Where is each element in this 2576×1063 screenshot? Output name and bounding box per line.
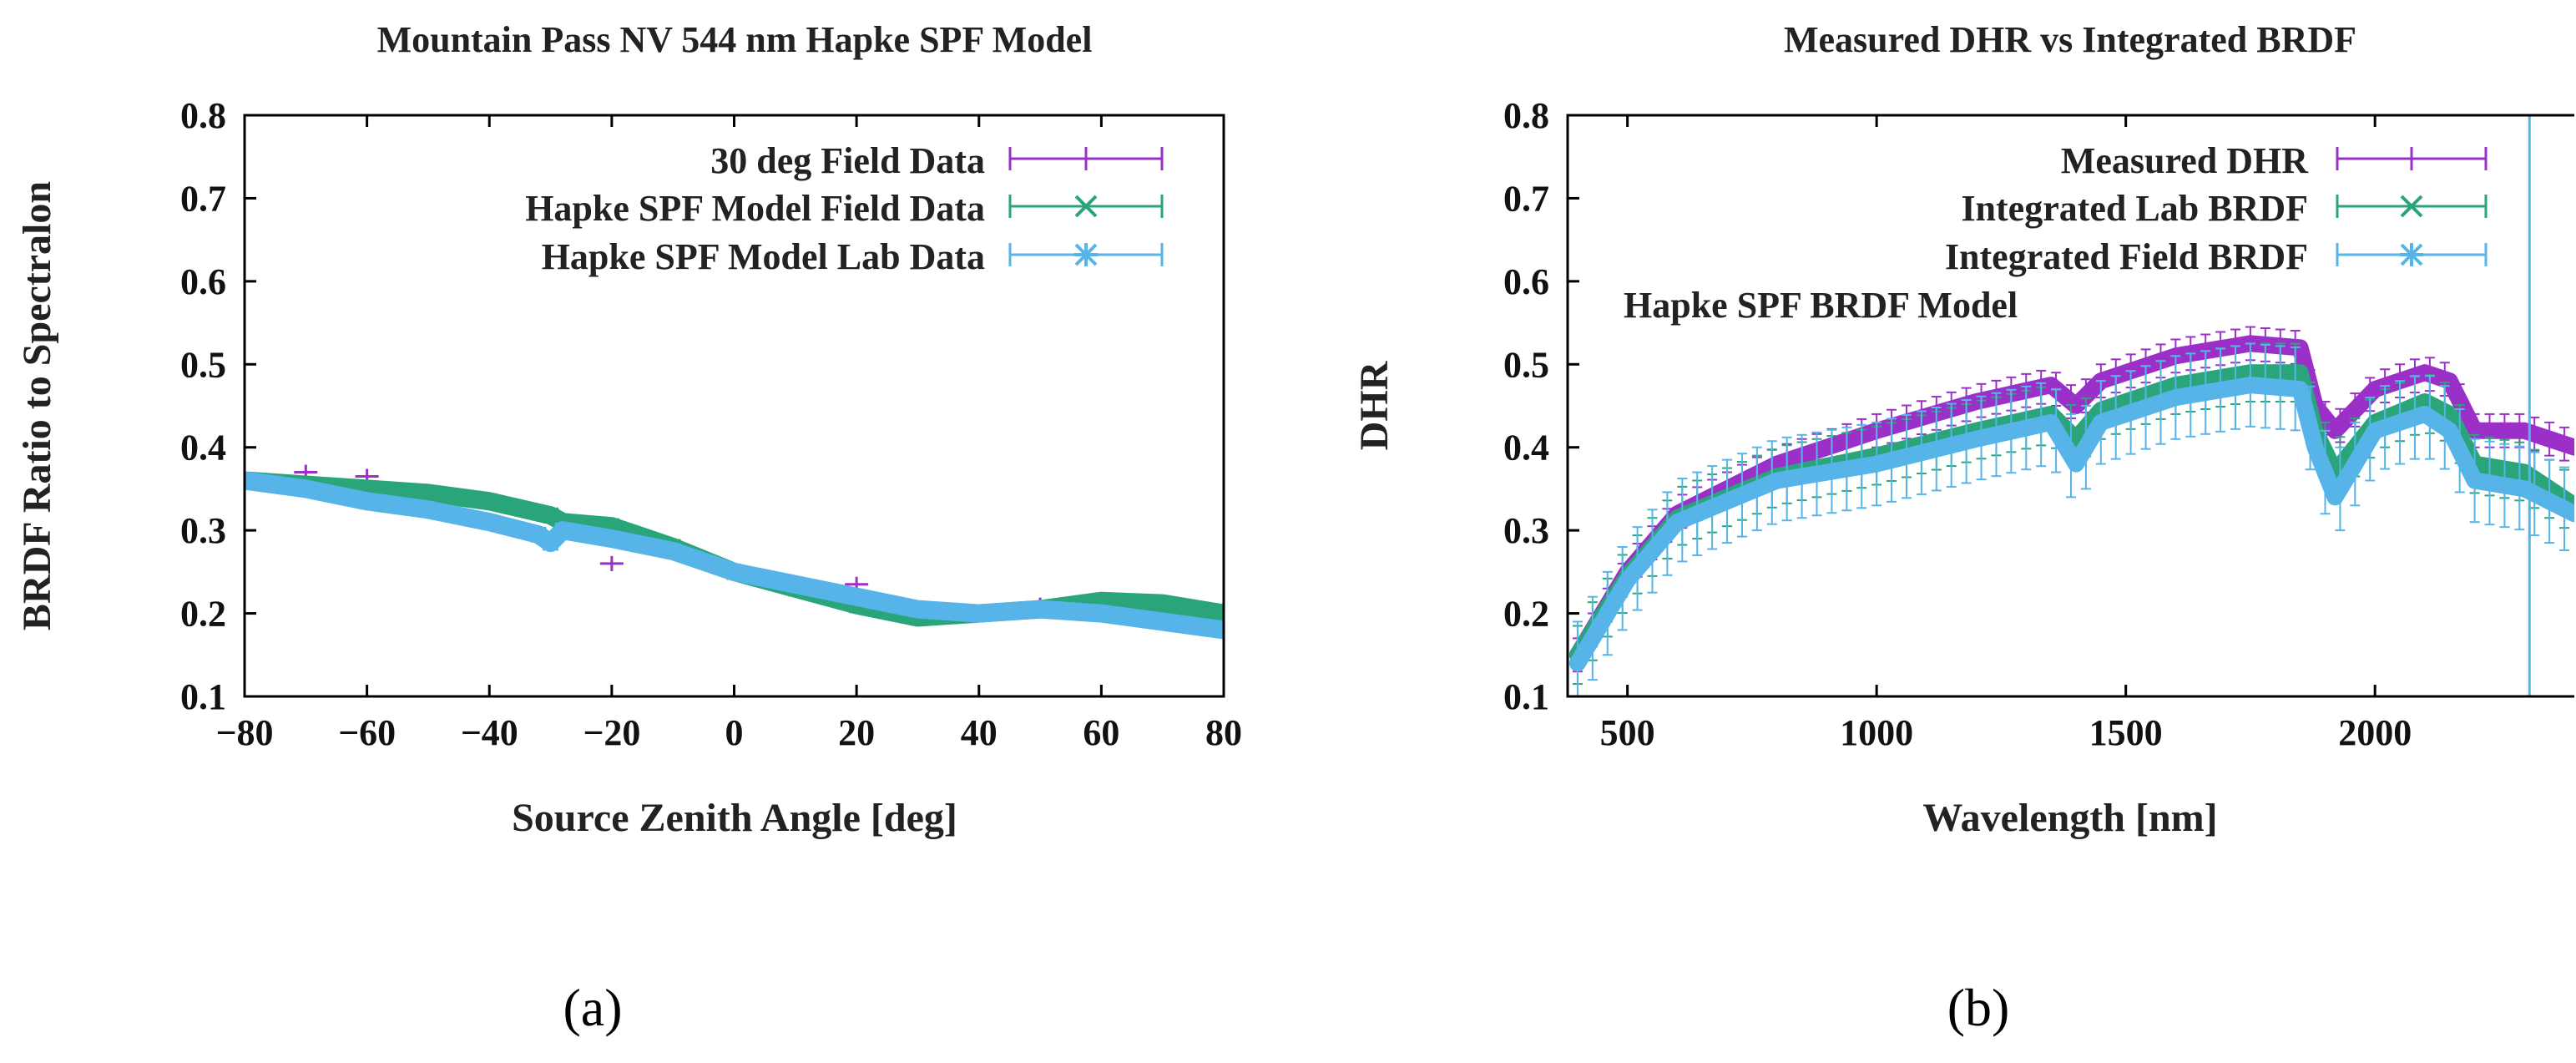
panel-a-chart: Mountain Pass NV 544 nm Hapke SPF Model … [15, 19, 1242, 1037]
chart-a-point [1215, 621, 1224, 639]
chart-a-xtick-label: −80 [215, 712, 273, 753]
chart-a-point [245, 472, 254, 489]
chart-b-ytick-label: 0.2 [1503, 594, 1549, 635]
chart-a-series-3 [245, 471, 1224, 640]
chart-a-point [529, 526, 547, 544]
chart-a-ytick-label: 0.2 [180, 594, 226, 635]
chart-a-point [786, 575, 804, 593]
legend-b-entry-3-label: Integrated Field BRDF [1945, 236, 2308, 277]
chart-b-ylabel: DHR [1352, 360, 1397, 450]
chart-a-xtick-label: 40 [961, 712, 998, 753]
chart-a-ytick-label: 0.8 [180, 95, 226, 136]
chart-a-ytick-label: 0.1 [180, 676, 226, 717]
chart-b-ytick-label: 0.7 [1503, 178, 1549, 219]
chart-a-point [1031, 600, 1049, 618]
chart-a-ytick-label: 0.4 [180, 428, 226, 468]
chart-b-xlabel: Wavelength [nm] [1922, 796, 2217, 840]
chart-a-ylabel: BRDF Ratio to Spectralon [15, 181, 59, 630]
chart-a-xtick-label: −20 [583, 712, 640, 753]
chart-a-plot-area [245, 464, 1224, 640]
chart-b-ticks: 500 1000 1500 2000 0.1 0.2 0.3 0.4 0.5 0.6 0.7 0.8 [1503, 95, 2412, 753]
chart-a-point [909, 600, 927, 618]
chart-a-point [419, 484, 437, 502]
legend-b-entry-2-symbol [2336, 195, 2488, 218]
panel-b-chart: Measured DHR vs Integrated BRDF 500 1000 1… [1352, 19, 2574, 1037]
chart-b-annotation: Hapke SPF BRDF Model [1624, 285, 2018, 326]
chart-b-ytick-label: 0.4 [1503, 428, 1549, 468]
legend-b-entry-3-symbol [2336, 243, 2488, 266]
chart-a-point [419, 501, 437, 519]
chart-a-point [542, 507, 559, 524]
legend-a-entry-2-label: Hapke SPF Model Field Data [525, 188, 985, 229]
chart-a-point [725, 563, 743, 580]
chart-a-point [1215, 605, 1224, 622]
chart-a-point [1093, 605, 1110, 622]
chart-a-point [1154, 595, 1171, 612]
panel-a-caption: (a) [563, 978, 622, 1037]
legend-a-entry-2-symbol [1008, 195, 1164, 218]
chart-a-xlabel: Source Zenith Angle [deg] [512, 796, 957, 840]
chart-a-xtick-label: 80 [1205, 712, 1242, 753]
legend-b-entry-1-symbol [2336, 147, 2488, 170]
chart-b-ytick-label: 0.3 [1503, 510, 1549, 551]
chart-a-point [664, 542, 682, 560]
chart-b-xtick-label: 1000 [1840, 712, 1913, 753]
chart-a-xtick-label: −60 [338, 712, 396, 753]
chart-b-ytick-label: 0.8 [1503, 95, 1549, 136]
chart-b-frame [1566, 114, 2574, 698]
chart-b-xtick-label: 500 [1600, 712, 1655, 753]
chart-a-ytick-label: 0.7 [180, 178, 226, 219]
chart-a-point [554, 522, 572, 539]
chart-b-ytick-label: 0.1 [1503, 676, 1549, 717]
chart-a-point [297, 480, 315, 498]
chart-a-point [481, 514, 498, 531]
chart-a-ytick-label: 0.6 [180, 261, 226, 302]
chart-a-ytick-label: 0.3 [180, 510, 226, 551]
chart-a-point [848, 588, 866, 605]
chart-a-series-3-line [245, 471, 1224, 640]
chart-b-xtick-label: 2000 [2338, 712, 2412, 753]
chart-a-xtick-label: 20 [838, 712, 875, 753]
chart-a-point [970, 605, 987, 622]
chart-b-plot-area [1568, 115, 2574, 696]
chart-a-title: Mountain Pass NV 544 nm Hapke SPF Model [377, 19, 1093, 60]
legend-a-entry-3-symbol [1008, 243, 1164, 266]
chart-a-point [1154, 613, 1171, 630]
chart-a-point [603, 530, 620, 548]
chart-a-xtick-label: −40 [461, 712, 518, 753]
legend-b-entry-2-label: Integrated Lab BRDF [1961, 188, 2308, 229]
chart-b-legend: Measured DHR Integrated Lab BRDF Integra… [1945, 140, 2488, 277]
legend-a-entry-1-symbol [1008, 147, 1164, 170]
chart-b-series-3 [1568, 342, 2574, 696]
legend-b-entry-1-label: Measured DHR [2061, 140, 2309, 181]
chart-a-ticks: −80 −60 −40 −20 0 20 40 60 80 0.1 0.2 0.3 0.4 0.5 0.6 0… [180, 95, 1242, 753]
chart-b-ytick-label: 0.5 [1503, 344, 1549, 385]
legend-a-entry-3-label: Hapke SPF Model Lab Data [542, 236, 985, 277]
chart-a-xtick-label: 60 [1083, 712, 1119, 753]
chart-b-ytick-label: 0.6 [1503, 261, 1549, 302]
chart-a-point [358, 493, 376, 510]
legend-a-entry-1-label: 30 deg Field Data [710, 140, 985, 181]
chart-b-title: Measured DHR vs Integrated BRDF [1784, 19, 2356, 60]
panel-b-caption: (b) [1947, 978, 2010, 1037]
chart-a-point [481, 493, 498, 510]
chart-b-xtick-label: 1500 [2089, 712, 2163, 753]
chart-a-ytick-label: 0.5 [180, 344, 226, 385]
chart-a-legend: 30 deg Field Data Hapke SPF Model Field … [525, 140, 1164, 277]
chart-a-xtick-label: 0 [725, 712, 744, 753]
